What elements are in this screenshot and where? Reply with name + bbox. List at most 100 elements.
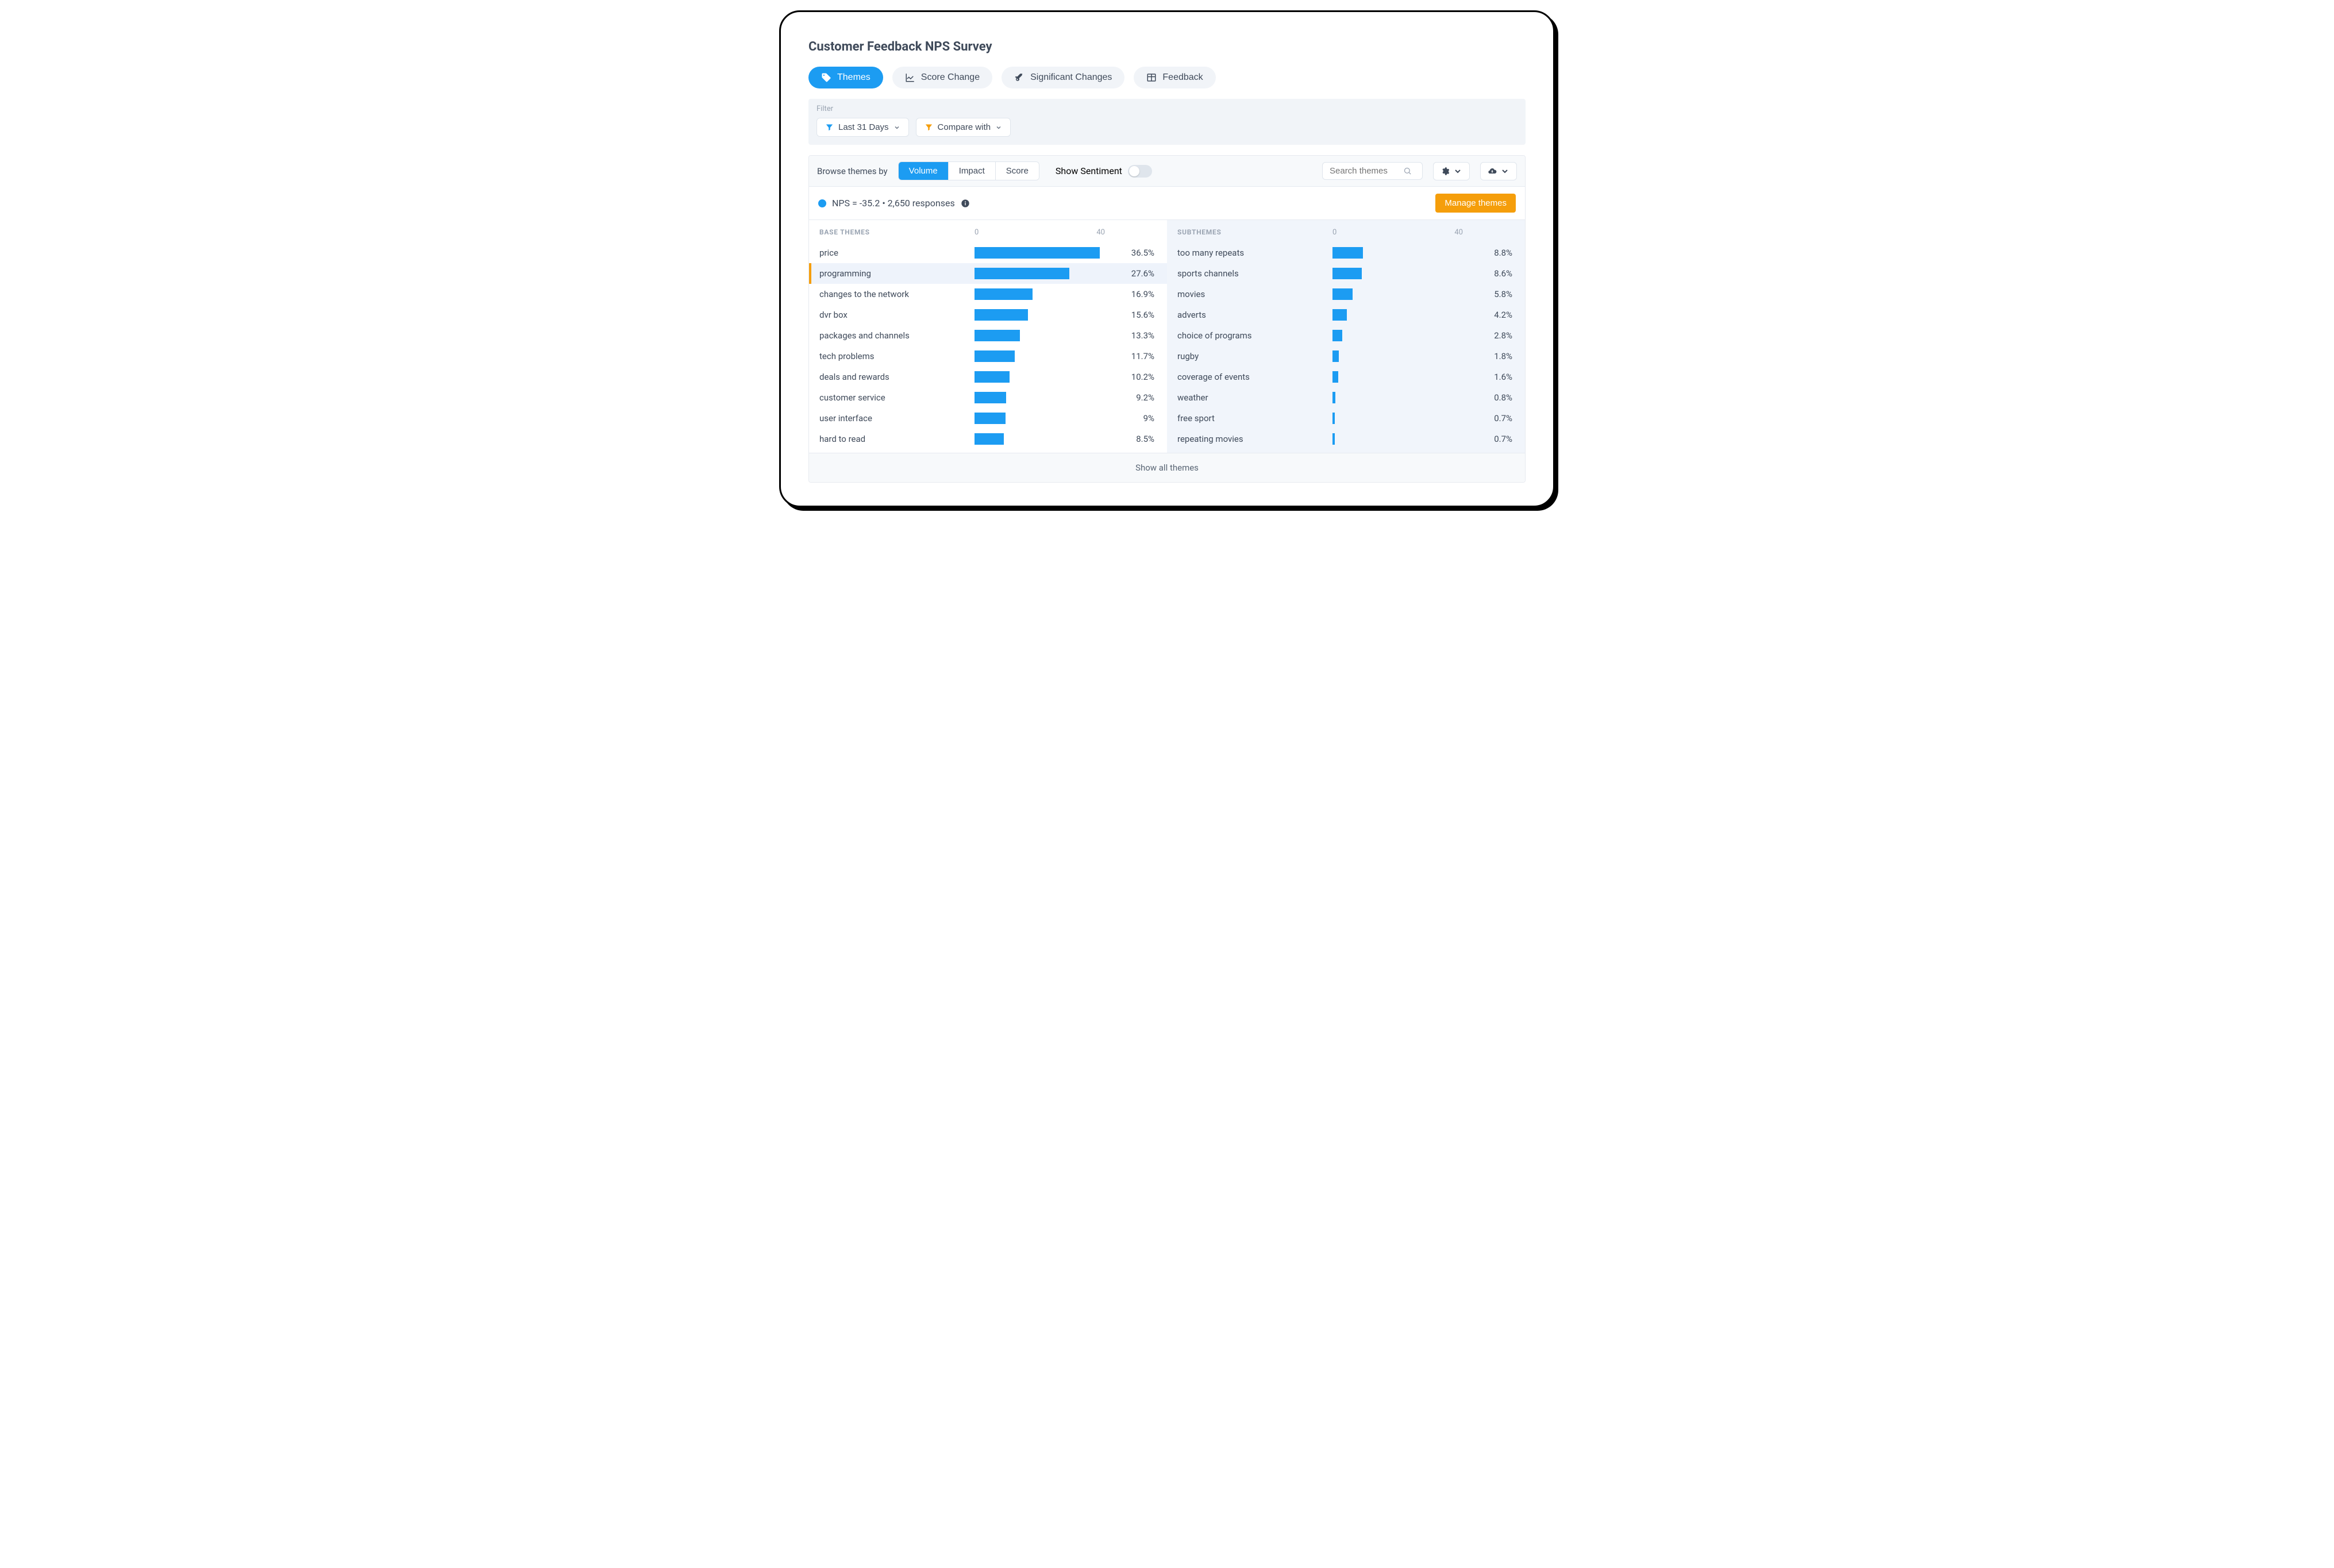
theme-name: free sport bbox=[1177, 413, 1332, 423]
info-icon[interactable] bbox=[961, 199, 970, 208]
date-range-label: Last 31 Days bbox=[838, 122, 889, 132]
segment-impact[interactable]: Impact bbox=[948, 162, 995, 180]
filter-label: Filter bbox=[816, 105, 1518, 113]
page-title: Customer Feedback NPS Survey bbox=[808, 40, 1526, 54]
chevron-down-icon bbox=[1453, 167, 1462, 176]
theme-row[interactable]: tech problems11.7% bbox=[809, 346, 1167, 367]
bar bbox=[1332, 433, 1335, 445]
bar bbox=[975, 413, 1006, 424]
theme-row[interactable]: too many repeats8.8% bbox=[1167, 242, 1525, 263]
bar-area bbox=[975, 268, 1112, 279]
sentiment-control: Show Sentiment bbox=[1056, 165, 1152, 178]
bar-area bbox=[975, 413, 1112, 424]
theme-pct: 0.7% bbox=[1470, 434, 1515, 444]
tab-feedback[interactable]: Feedback bbox=[1134, 67, 1215, 88]
theme-pct: 4.2% bbox=[1470, 310, 1515, 320]
bar bbox=[975, 350, 1015, 362]
theme-row[interactable]: changes to the network16.9% bbox=[809, 284, 1167, 305]
chart-line-icon bbox=[905, 72, 915, 83]
tab-score-change[interactable]: Score Change bbox=[892, 67, 992, 88]
tab-themes[interactable]: Themes bbox=[808, 67, 883, 88]
themes-panel: Browse themes by Volume Impact Score Sho… bbox=[808, 155, 1526, 483]
bar-area bbox=[1332, 330, 1470, 341]
segment-volume[interactable]: Volume bbox=[899, 162, 948, 180]
theme-pct: 0.8% bbox=[1470, 392, 1515, 403]
bar-area bbox=[975, 350, 1112, 362]
tab-significant-changes[interactable]: Significant Changes bbox=[1002, 67, 1124, 88]
funnel-icon bbox=[825, 123, 834, 132]
theme-row[interactable]: movies5.8% bbox=[1167, 284, 1525, 305]
bar-area bbox=[1332, 371, 1470, 383]
export-button[interactable] bbox=[1480, 162, 1517, 180]
bar-area bbox=[975, 288, 1112, 300]
bar bbox=[1332, 413, 1335, 424]
theme-row[interactable]: choice of programs2.8% bbox=[1167, 325, 1525, 346]
theme-pct: 8.5% bbox=[1112, 434, 1157, 444]
compare-label: Compare with bbox=[938, 122, 991, 132]
theme-row[interactable]: sports channels8.6% bbox=[1167, 263, 1525, 284]
theme-name: dvr box bbox=[819, 310, 975, 320]
summary-dot bbox=[818, 199, 826, 207]
settings-button[interactable] bbox=[1433, 162, 1470, 180]
theme-row[interactable]: hard to read 8.5% bbox=[809, 429, 1167, 449]
sub-header-label: SUBTHEMES bbox=[1177, 228, 1332, 236]
bar bbox=[1332, 392, 1335, 403]
theme-row[interactable]: coverage of events1.6% bbox=[1167, 367, 1525, 387]
bar bbox=[1332, 247, 1363, 259]
bar-area bbox=[1332, 413, 1470, 424]
theme-row[interactable]: packages and channels13.3% bbox=[809, 325, 1167, 346]
device-frame: Customer Feedback NPS Survey Themes Scor… bbox=[779, 10, 1555, 507]
summary-row: NPS = -35.2 • 2,650 responses Manage the… bbox=[809, 187, 1525, 220]
bar-area bbox=[1332, 247, 1470, 259]
tab-significant-changes-label: Significant Changes bbox=[1030, 72, 1112, 83]
bar bbox=[975, 247, 1100, 259]
sub-axis-max: 40 bbox=[1454, 228, 1463, 237]
theme-pct: 8.6% bbox=[1470, 268, 1515, 279]
subthemes-column: SUBTHEMES 0 40 too many repeats8.8%sport… bbox=[1167, 220, 1525, 453]
theme-row[interactable]: customer service9.2% bbox=[809, 387, 1167, 408]
bar-area bbox=[975, 371, 1112, 383]
show-all-themes[interactable]: Show all themes bbox=[809, 453, 1525, 482]
date-range-button[interactable]: Last 31 Days bbox=[816, 118, 909, 137]
theme-pct: 15.6% bbox=[1112, 310, 1157, 320]
search-themes[interactable] bbox=[1322, 162, 1423, 180]
sub-axis-min: 0 bbox=[1332, 228, 1337, 237]
bar-area bbox=[975, 247, 1112, 259]
search-input[interactable] bbox=[1330, 166, 1399, 176]
bar-area bbox=[1332, 288, 1470, 300]
bar bbox=[975, 371, 1010, 383]
compare-button[interactable]: Compare with bbox=[916, 118, 1011, 137]
theme-pct: 16.9% bbox=[1112, 289, 1157, 299]
theme-row[interactable]: dvr box 15.6% bbox=[809, 305, 1167, 325]
sentiment-toggle[interactable] bbox=[1128, 165, 1152, 178]
theme-row[interactable]: deals and rewards10.2% bbox=[809, 367, 1167, 387]
theme-row[interactable]: price36.5% bbox=[809, 242, 1167, 263]
base-axis-max: 40 bbox=[1096, 228, 1105, 237]
theme-name: hard to read bbox=[819, 434, 975, 444]
bar-area bbox=[1332, 433, 1470, 445]
theme-pct: 9.2% bbox=[1112, 392, 1157, 403]
theme-pct: 9% bbox=[1112, 413, 1157, 423]
theme-pct: 13.3% bbox=[1112, 330, 1157, 341]
theme-row[interactable]: rugby1.8% bbox=[1167, 346, 1525, 367]
manage-themes-button[interactable]: Manage themes bbox=[1435, 194, 1516, 213]
tag-icon bbox=[821, 72, 831, 83]
theme-pct: 0.7% bbox=[1470, 413, 1515, 423]
tab-score-change-label: Score Change bbox=[921, 72, 980, 83]
theme-row[interactable]: free sport 0.7% bbox=[1167, 408, 1525, 429]
theme-row[interactable]: weather0.8% bbox=[1167, 387, 1525, 408]
theme-pct: 27.6% bbox=[1112, 268, 1157, 279]
theme-row[interactable]: repeating movies0.7% bbox=[1167, 429, 1525, 449]
theme-pct: 2.8% bbox=[1470, 330, 1515, 341]
gear-icon bbox=[1441, 167, 1450, 176]
theme-row[interactable]: programming27.6% bbox=[809, 263, 1167, 284]
tab-feedback-label: Feedback bbox=[1162, 72, 1203, 83]
theme-row[interactable]: user interface9% bbox=[809, 408, 1167, 429]
bar bbox=[1332, 350, 1339, 362]
theme-pct: 11.7% bbox=[1112, 351, 1157, 361]
theme-name: coverage of events bbox=[1177, 372, 1332, 382]
segment-score[interactable]: Score bbox=[995, 162, 1039, 180]
bar-area bbox=[975, 330, 1112, 341]
theme-row[interactable]: adverts4.2% bbox=[1167, 305, 1525, 325]
subthemes-header: SUBTHEMES 0 40 bbox=[1167, 228, 1525, 242]
